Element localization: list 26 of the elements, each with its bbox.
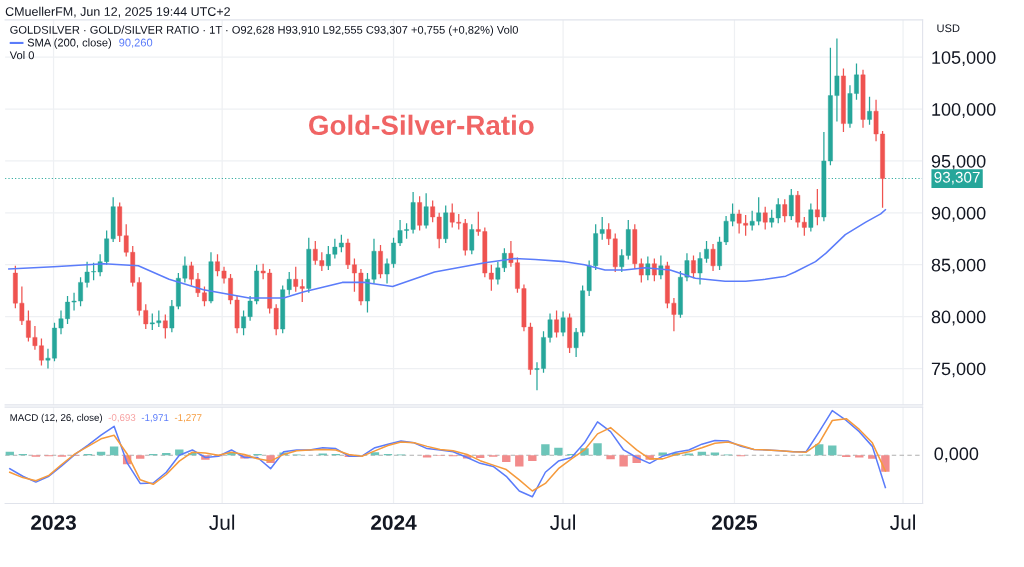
y-tick-label: 90,000	[931, 206, 986, 222]
ref-line-label: 93,307	[934, 171, 980, 185]
y-tick-label: 80,000	[931, 310, 986, 326]
x-tick-label: Jul	[890, 514, 915, 530]
y-tick-label: 85,000	[931, 258, 986, 274]
y-tick-label: 105,000	[932, 51, 996, 67]
annotation: -1,971	[141, 414, 169, 423]
text: CMuellerFM, Jun 12, 2025 19:44 UTC+2	[5, 6, 230, 18]
x-tick-label: 2023	[31, 515, 76, 530]
x-tick-label: 2025	[712, 515, 758, 530]
annotation: Vol 0	[9, 51, 34, 60]
y-tick-label: 75,000	[931, 362, 986, 378]
x-tick-label: Jul	[550, 514, 575, 530]
y-tick-label: 100,000	[932, 103, 996, 118]
x-tick-label: Jul	[209, 514, 235, 530]
annotation: -1,277	[174, 414, 202, 423]
x-tick-label: 2024	[371, 515, 417, 530]
annotation: -0,693	[108, 414, 136, 423]
ref-line-label: 0,000	[934, 447, 979, 463]
annotation: GOLDSILVER · GOLD/SILVER RATIO · 1T · O92,628 H93,910 L92,555 C93,307 +0,755 (+0,82%) Vol0	[10, 25, 518, 36]
text: Gold-Silver-Ratio	[309, 114, 534, 136]
y-tick-label: 95,000	[931, 154, 986, 170]
annotation: 90,260	[119, 38, 153, 48]
y-axis-title: USD	[937, 24, 960, 33]
chart-title: MACD (12, 26, close)	[10, 413, 103, 423]
legend-label: SMA (200, close)	[27, 38, 112, 49]
